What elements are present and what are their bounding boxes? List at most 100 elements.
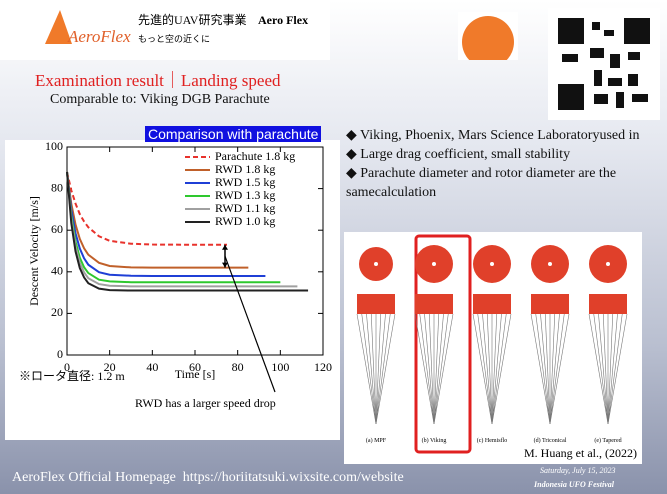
chart: 0 20 40 60 80 100 0 20 40 60 80 100 120 Time [s] Desce… (5, 140, 340, 440)
suspension-line (491, 313, 507, 425)
rotor-note: ※ロータ直径: 1.2 m (19, 369, 125, 383)
tagline: もっと空の近くに (138, 33, 210, 44)
footer: AeroFlex Official Homepage https://horii… (12, 470, 404, 486)
canopy-side (531, 294, 569, 314)
logo-mark (45, 10, 72, 44)
highlight-box (414, 234, 472, 454)
series-line (66, 171, 309, 292)
footer-date: Saturday, July 15, 2023 (540, 466, 616, 475)
parachute-drawing: (a) MPF (b) Viking (c) Hemisflo (d) Triconi… (356, 234, 628, 454)
suspension-line (607, 313, 628, 425)
x-tick-label: 60 (189, 360, 201, 374)
canopy-side (589, 294, 627, 314)
suspension-line (540, 313, 551, 425)
y-axis-title: Descent Velocity [m/s] (27, 196, 41, 306)
figure-caption: (c) Hemisflo (477, 437, 508, 444)
canopy-side (415, 294, 453, 314)
suspension-line (361, 313, 377, 425)
callout-line (224, 255, 276, 393)
suspension-line (433, 313, 454, 425)
qr-pattern (558, 18, 650, 110)
suspension-line (607, 313, 614, 425)
arrow-head (222, 244, 228, 250)
plot-frame (66, 146, 324, 356)
suspension-line (549, 313, 560, 425)
legend-label: RWD 1.0 kg (215, 214, 275, 228)
suspension-line (486, 313, 493, 425)
suspension-line (419, 313, 435, 425)
vent (548, 262, 552, 266)
series-line (66, 171, 249, 269)
suspension-line (375, 313, 396, 425)
suspension-line (366, 313, 377, 425)
suspension-line (491, 313, 498, 425)
bullet: ◆ Parachute diameter and rotor diameter … (346, 166, 617, 200)
suspension-line (491, 313, 512, 425)
suspension-line (375, 313, 386, 425)
figure-credit: M. Huang et al., (2022) (524, 446, 637, 460)
suspension-line (414, 313, 435, 425)
logo-text: AeroFlex (67, 27, 131, 46)
suspension-line (607, 313, 623, 425)
suspension-line (530, 313, 551, 425)
x-axis-title: Time [s] (175, 367, 216, 381)
arrow-head (222, 262, 228, 268)
canopy-side (357, 294, 395, 314)
suspension-line (375, 313, 382, 425)
series-line (66, 171, 227, 246)
vent (432, 262, 436, 266)
y-tick-label: 100 (45, 140, 63, 153)
suspension-line (477, 313, 493, 425)
vent (606, 262, 610, 266)
legend-label: RWD 1.3 kg (215, 188, 275, 202)
suspension-line (598, 313, 609, 425)
vent (374, 262, 378, 266)
suspension-line (593, 313, 609, 425)
footer-url[interactable]: https://horiitatsuki.wixsite.com/website (182, 470, 404, 485)
y-tick-label: 20 (51, 305, 63, 319)
y-tick-label: 40 (51, 264, 63, 278)
legend-label: Parachute 1.8 kg (215, 149, 295, 163)
suspension-line (549, 313, 565, 425)
parachute-figure: (a) MPF (b) Viking (c) Hemisflo (d) Triconi… (344, 232, 642, 464)
bullet: ◆ Viking, Phoenix, Mars Science Laborato… (346, 128, 640, 143)
figure-caption: (a) MPF (366, 437, 387, 444)
suspension-line (588, 313, 609, 425)
y-tick-label: 80 (51, 180, 63, 194)
suspension-line (607, 313, 618, 425)
brand-jp: 先進的UAV研究事業 (138, 12, 246, 27)
x-tick-label: 40 (146, 360, 158, 374)
vent (490, 262, 494, 266)
suspension-line (433, 313, 440, 425)
legend-label: RWD 1.8 kg (215, 162, 275, 176)
brand: Aero Flex (258, 13, 308, 27)
slide-title: Examination result｜Landing speed (35, 71, 281, 90)
series-line (66, 171, 281, 284)
figure-caption: (b) Viking (422, 437, 447, 444)
suspension-line (535, 313, 551, 425)
callout-text: RWD has a larger speed drop (135, 396, 276, 410)
figure-caption: (d) Triconical (534, 437, 567, 444)
x-tick-label: 100 (271, 360, 289, 374)
suspension-line (375, 313, 391, 425)
header: AeroFlex 先進的UAV研究事業 Aero Flex もっと空の近くに (0, 0, 518, 60)
suspension-line (433, 313, 449, 425)
header-band (0, 0, 330, 60)
legend-label: RWD 1.1 kg (215, 201, 275, 215)
suspension-line (602, 313, 609, 425)
badge (462, 16, 514, 60)
suspension-line (433, 313, 444, 425)
suspension-line (544, 313, 551, 425)
y-tick-label: 60 (51, 222, 63, 236)
suspension-line (356, 313, 377, 425)
footer-text: AeroFlex Official Homepage (12, 470, 176, 485)
x-tick-label: 80 (232, 360, 244, 374)
legend-label: RWD 1.5 kg (215, 175, 275, 189)
bullet: ◆ Large drag coefficient, small stabilit… (346, 147, 571, 162)
suspension-line (424, 313, 435, 425)
chart-label: Comparison with parachute (145, 126, 322, 142)
x-tick-label: 120 (314, 360, 332, 374)
x-tick-label: 20 (104, 360, 116, 374)
suspension-line (482, 313, 493, 425)
